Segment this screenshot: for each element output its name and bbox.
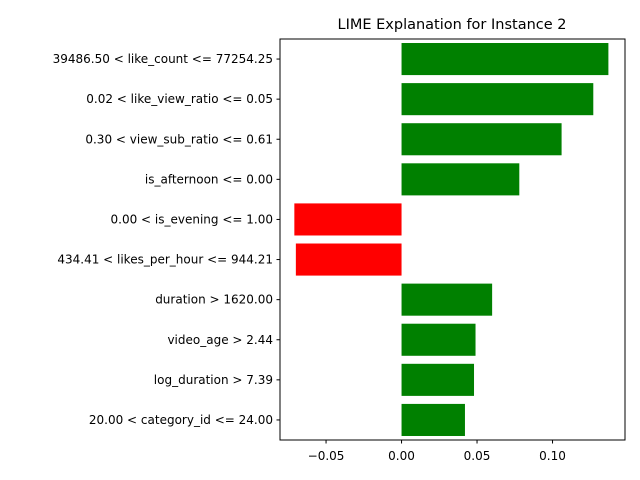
x-tick-label-4: 0.10 [539,449,566,463]
y-tick-label-4: is_afternoon <= 0.00 [145,172,273,186]
y-tick-label-7: duration > 1620.00 [155,293,273,307]
bar-6 [295,243,402,276]
x-tick-label-1: −0.05 [308,449,345,463]
bar-7 [401,283,493,316]
y-tick-label-8: video_age > 2.44 [167,333,273,347]
y-tick-label-6: 434.41 < likes_per_hour <= 944.21 [57,253,273,267]
bar-2 [401,83,594,116]
y-tick-label-2: 0.02 < like_view_ratio <= 0.05 [86,92,273,106]
x-tick-label-3: 0.05 [464,449,491,463]
bars-group [294,43,609,436]
chart-title: LIME Explanation for Instance 2 [337,17,566,33]
bar-10 [401,403,465,436]
y-axis: 39486.50 < like_count <= 77254.25 0.02 < … [53,52,280,427]
x-axis: −0.05 0.00 0.05 0.10 [308,440,566,463]
bar-3 [401,123,562,156]
bar-9 [401,363,475,396]
y-tick-label-3: 0.30 < view_sub_ratio <= 0.61 [85,132,273,146]
y-tick-label-9: log_duration > 7.39 [154,373,273,387]
bar-5 [294,203,402,236]
y-tick-label-10: 20.00 < category_id <= 24.00 [89,413,273,427]
x-tick-label-2: 0.00 [388,449,415,463]
bar-1 [401,43,609,76]
plot-frame [279,38,626,441]
bar-4 [401,163,520,196]
y-tick-label-1: 39486.50 < like_count <= 77254.25 [53,52,273,66]
y-tick-label-5: 0.00 < is_evening <= 1.00 [111,212,273,226]
bar-8 [401,323,476,356]
